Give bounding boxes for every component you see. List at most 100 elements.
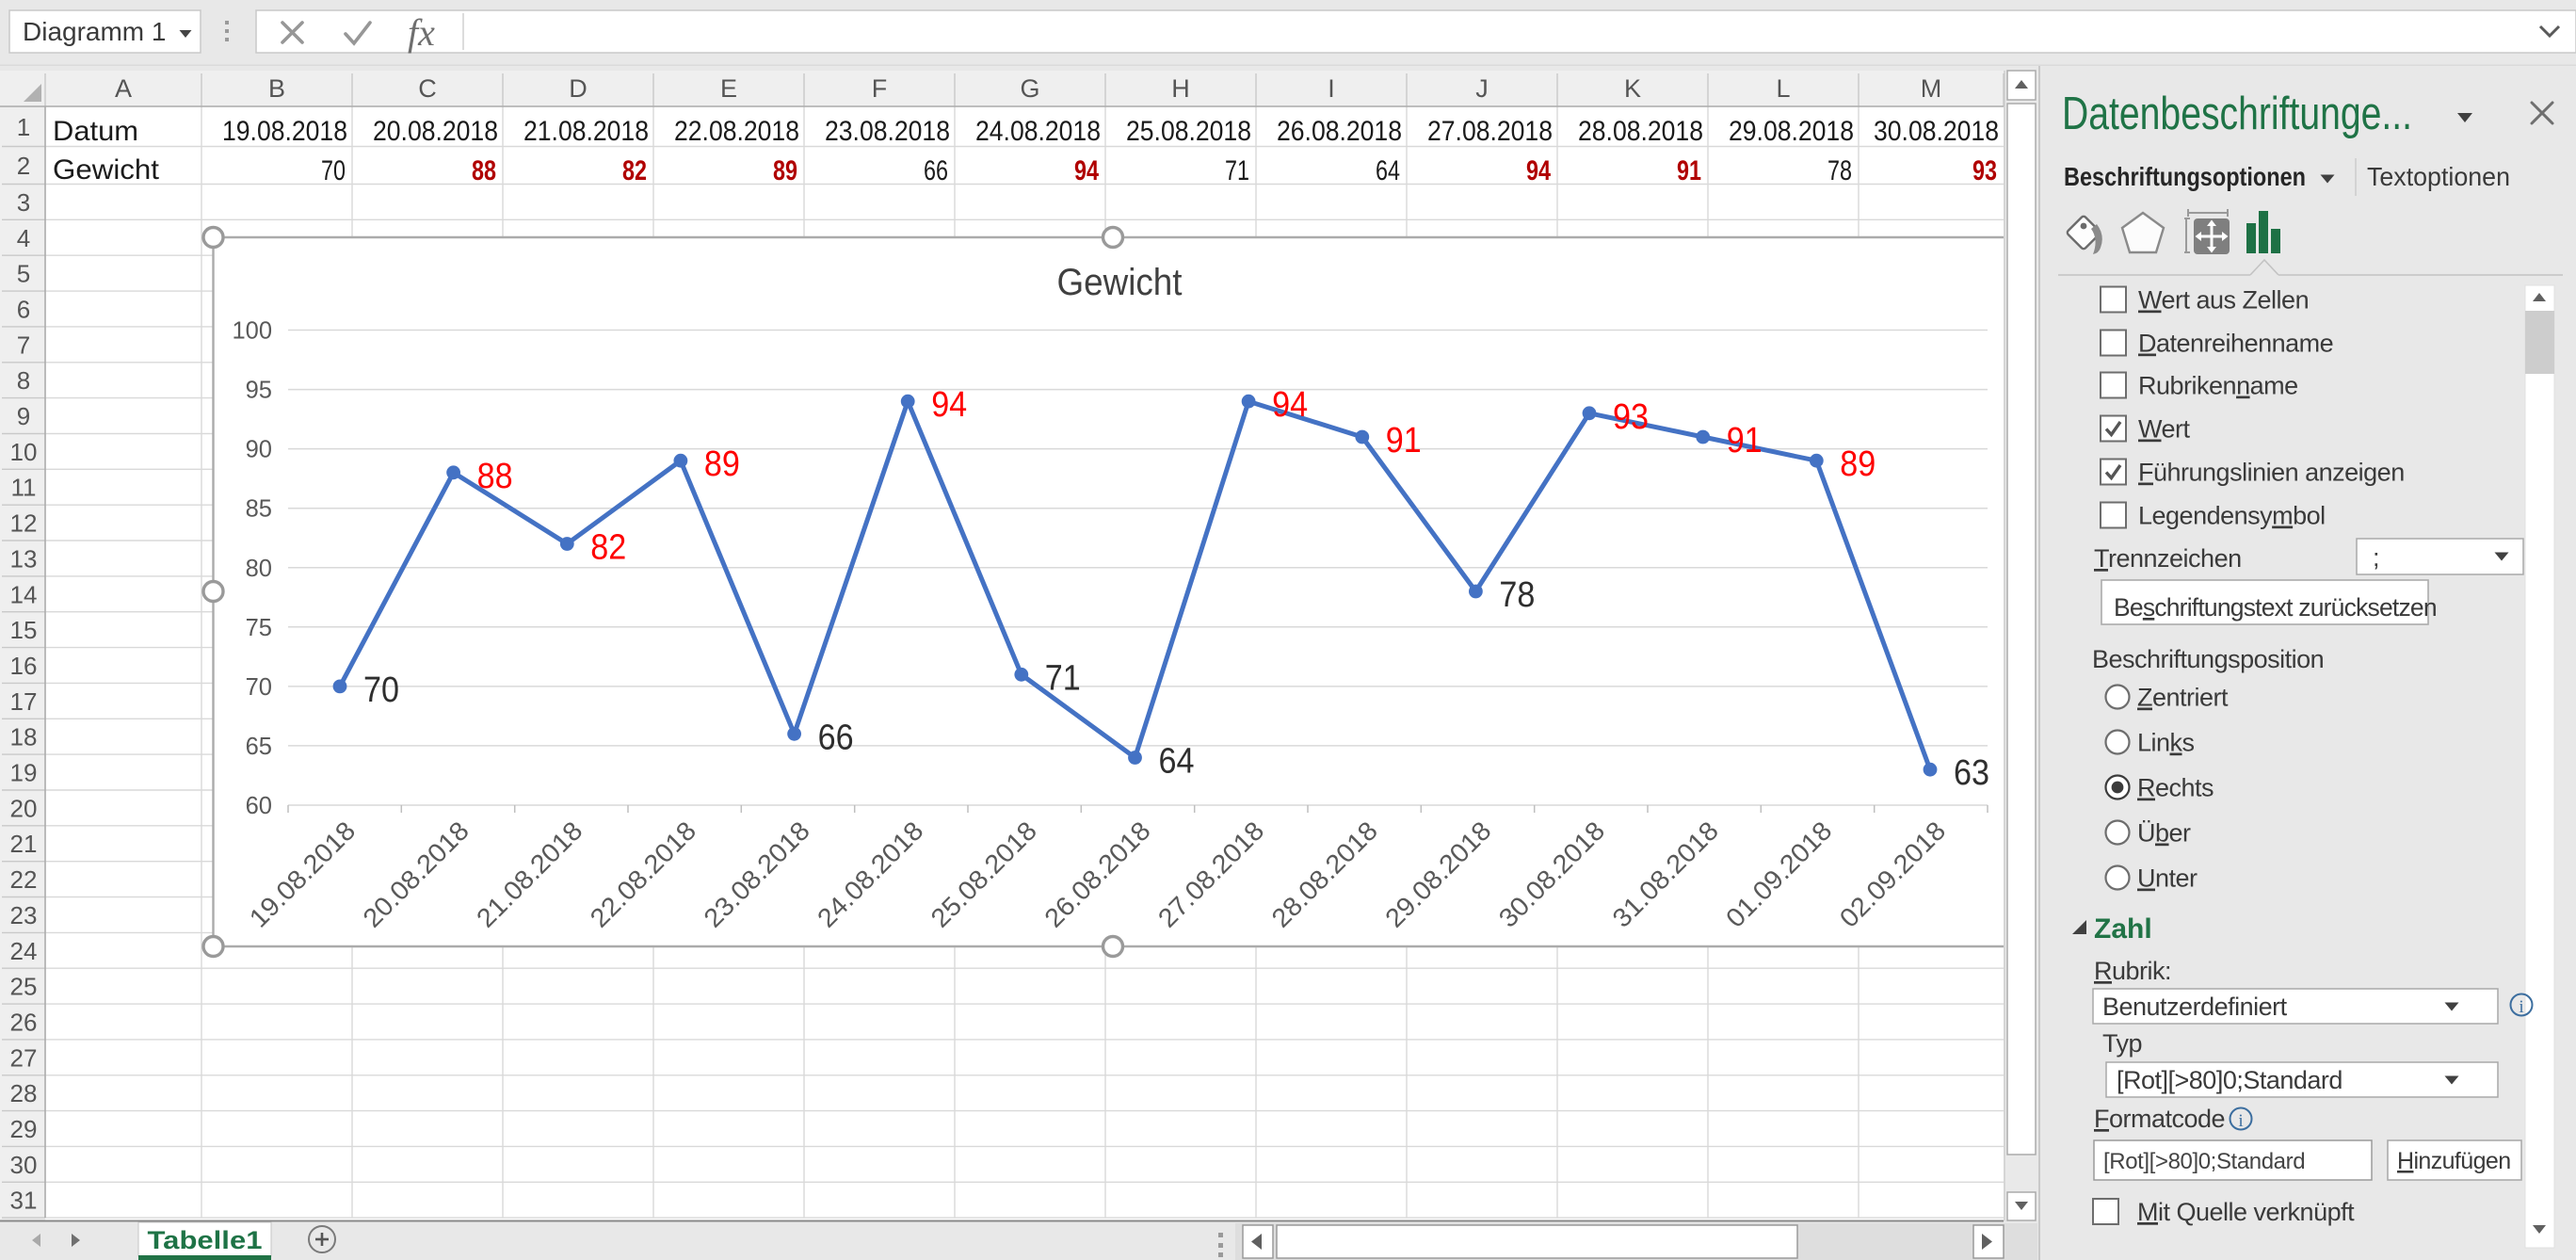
- svg-text:23.08.2018: 23.08.2018: [825, 116, 950, 147]
- svg-text:E: E: [720, 74, 737, 103]
- svg-text:10: 10: [10, 438, 38, 466]
- svg-text:Mit Quelle verknüpft: Mit Quelle verknüpft: [2137, 1198, 2355, 1226]
- svg-text:D: D: [569, 74, 588, 103]
- svg-text:70: 70: [246, 674, 272, 701]
- svg-text:71: 71: [1225, 155, 1249, 186]
- svg-text:94: 94: [1526, 155, 1551, 186]
- svg-text:22: 22: [10, 865, 38, 894]
- svg-text:66: 66: [924, 155, 948, 186]
- svg-text:94: 94: [1272, 385, 1308, 425]
- svg-text:Rubrikenname: Rubrikenname: [2138, 372, 2298, 400]
- svg-text:25: 25: [10, 973, 38, 1001]
- svg-text:Beschriftungsoptionen: Beschriftungsoptionen: [2064, 162, 2306, 191]
- svg-text:82: 82: [590, 528, 626, 568]
- svg-text:L: L: [1776, 74, 1790, 103]
- svg-text:I: I: [1328, 74, 1335, 103]
- svg-text:20: 20: [10, 794, 38, 822]
- svg-text:78: 78: [1827, 155, 1852, 186]
- svg-text:Typ: Typ: [2102, 1029, 2142, 1058]
- svg-text:12: 12: [10, 509, 38, 538]
- svg-text:16: 16: [10, 652, 38, 680]
- svg-text:89: 89: [773, 155, 797, 186]
- svg-text:31: 31: [10, 1187, 38, 1215]
- svg-text:4: 4: [17, 224, 30, 252]
- svg-text:28: 28: [10, 1079, 38, 1107]
- svg-text:M: M: [1921, 74, 1942, 103]
- svg-text:Beschriftungstext zurücksetzen: Beschriftungstext zurücksetzen: [2114, 593, 2437, 622]
- svg-text:19.08.2018: 19.08.2018: [222, 116, 347, 147]
- svg-text:[Rot][>80]0;Standard: [Rot][>80]0;Standard: [2103, 1149, 2305, 1174]
- svg-text:3: 3: [17, 188, 30, 217]
- svg-text:H: H: [1171, 74, 1190, 103]
- svg-text:Datum: Datum: [53, 116, 138, 147]
- svg-text:23: 23: [10, 901, 38, 929]
- svg-text:18: 18: [10, 723, 38, 751]
- svg-text:Gewicht: Gewicht: [53, 154, 160, 186]
- svg-text:66: 66: [818, 718, 854, 757]
- svg-text:29.08.2018: 29.08.2018: [1729, 116, 1854, 147]
- svg-text:88: 88: [477, 457, 513, 496]
- svg-text:Rubrik:: Rubrik:: [2094, 957, 2171, 985]
- svg-text:Trennzeichen: Trennzeichen: [2094, 544, 2242, 573]
- svg-text:Wert: Wert: [2138, 415, 2191, 444]
- svg-text:1: 1: [17, 113, 30, 141]
- svg-text:26: 26: [10, 1009, 38, 1037]
- svg-text:Diagramm 1: Diagramm 1: [23, 17, 166, 46]
- svg-text:91: 91: [1386, 421, 1422, 460]
- svg-text:Beschriftungsposition: Beschriftungsposition: [2092, 645, 2324, 673]
- svg-text:64: 64: [1159, 742, 1195, 782]
- svg-text:Rechts: Rechts: [2137, 774, 2214, 802]
- svg-text:13: 13: [10, 544, 38, 573]
- svg-text:70: 70: [363, 670, 399, 710]
- svg-text:fx: fx: [408, 11, 435, 54]
- svg-text:85: 85: [246, 496, 272, 523]
- svg-text:Datenbeschriftunge...: Datenbeschriftunge...: [2062, 89, 2412, 139]
- svg-text:95: 95: [246, 378, 272, 404]
- svg-text:90: 90: [246, 437, 272, 463]
- svg-text:89: 89: [704, 444, 740, 484]
- svg-text:K: K: [1624, 74, 1641, 103]
- svg-text:Unter: Unter: [2137, 864, 2198, 893]
- svg-text:24.08.2018: 24.08.2018: [975, 116, 1101, 147]
- svg-text:Zahl: Zahl: [2094, 913, 2152, 945]
- svg-text:i: i: [2238, 1111, 2243, 1131]
- svg-text:6: 6: [17, 296, 30, 324]
- svg-text:78: 78: [1499, 575, 1535, 615]
- svg-text:;: ;: [2373, 543, 2380, 572]
- svg-text:Zentriert: Zentriert: [2137, 684, 2229, 712]
- svg-text:30: 30: [10, 1151, 38, 1179]
- svg-text:27: 27: [10, 1043, 38, 1072]
- svg-text:Über: Über: [2137, 819, 2191, 848]
- svg-text:Textoptionen: Textoptionen: [2367, 162, 2510, 191]
- svg-text:91: 91: [1677, 155, 1701, 186]
- svg-text:100: 100: [232, 318, 272, 345]
- svg-text:11: 11: [11, 474, 37, 502]
- svg-text:Datenreihenname: Datenreihenname: [2138, 330, 2333, 358]
- svg-text:Legendensymbol: Legendensymbol: [2138, 502, 2326, 530]
- svg-text:5: 5: [17, 260, 30, 288]
- svg-text:94: 94: [1074, 155, 1099, 186]
- svg-text:17: 17: [10, 687, 38, 716]
- svg-text:2: 2: [17, 152, 30, 180]
- svg-text:75: 75: [246, 615, 272, 641]
- svg-text:91: 91: [1727, 421, 1763, 460]
- svg-text:71: 71: [1045, 658, 1081, 698]
- svg-text:64: 64: [1376, 155, 1400, 186]
- svg-text:93: 93: [1613, 397, 1649, 437]
- svg-text:94: 94: [931, 385, 967, 425]
- svg-text:29: 29: [10, 1115, 38, 1143]
- svg-text:21: 21: [10, 830, 38, 858]
- svg-text:60: 60: [246, 793, 272, 819]
- svg-text:65: 65: [246, 734, 272, 760]
- svg-text:14: 14: [10, 580, 38, 608]
- svg-text:Führungslinien anzeigen: Führungslinien anzeigen: [2138, 459, 2405, 487]
- svg-text:26.08.2018: 26.08.2018: [1277, 116, 1402, 147]
- svg-text:28.08.2018: 28.08.2018: [1578, 116, 1703, 147]
- svg-text:F: F: [872, 74, 888, 103]
- svg-text:24: 24: [10, 937, 38, 965]
- svg-text:[Rot][>80]0;Standard: [Rot][>80]0;Standard: [2117, 1066, 2343, 1094]
- svg-text:G: G: [1020, 74, 1039, 103]
- svg-text:Formatcode: Formatcode: [2094, 1105, 2225, 1133]
- svg-text:Wert aus Zellen: Wert aus Zellen: [2138, 286, 2309, 315]
- svg-text:82: 82: [622, 155, 647, 186]
